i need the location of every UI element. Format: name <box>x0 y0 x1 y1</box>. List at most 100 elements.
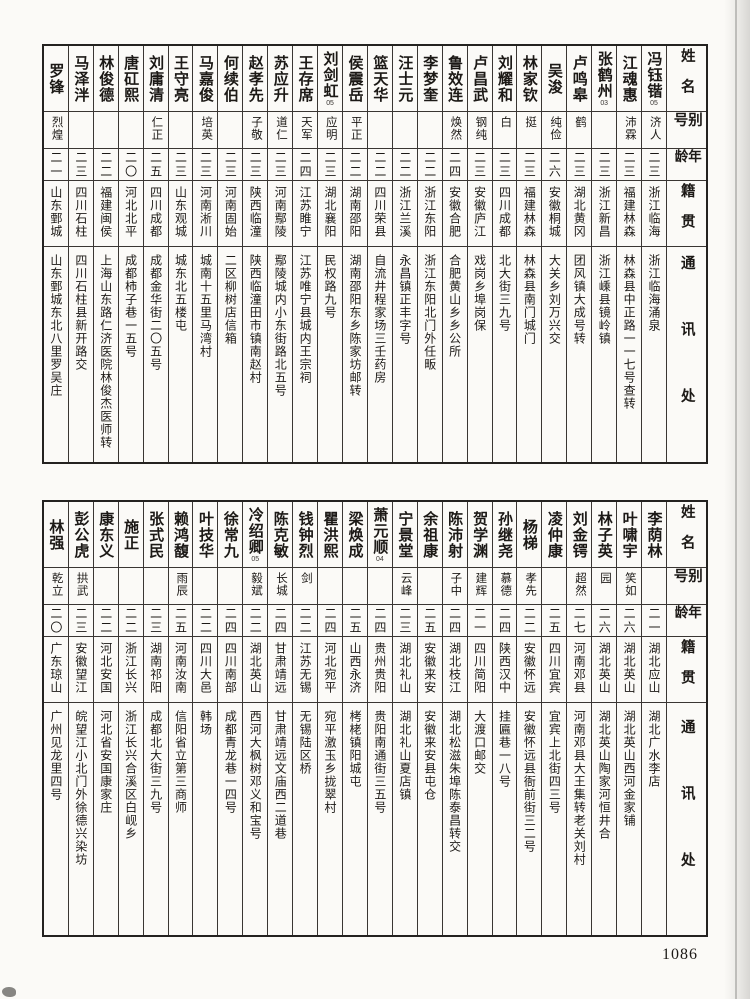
entry-alias: 毅斌 <box>243 568 268 605</box>
entry-alias <box>93 112 118 149</box>
entry-name: 汪士元 <box>392 46 417 112</box>
entry-alias: 子中 <box>442 568 467 605</box>
entry-age: 二四 <box>293 149 318 181</box>
entry-origin: 四川大邑 <box>193 637 218 703</box>
header-age: 年龄 <box>667 605 706 637</box>
header-age: 年龄 <box>667 149 706 181</box>
entry-age: 二六 <box>542 149 567 181</box>
entry-name: 陈沛射 <box>442 502 467 568</box>
entry-origin: 安徽庐江 <box>467 181 492 247</box>
entry-age: 二三 <box>392 605 417 637</box>
entry-address: 城南十五里马湾村 <box>198 254 213 358</box>
entry-age: 二一 <box>642 605 666 637</box>
entry-column: 篮天华 二二 四川荣县 自流井程家场三壬药房 <box>366 46 392 462</box>
entry-alias <box>118 568 143 605</box>
table-header-column: 姓名 别号 年龄 籍贯 通讯处 <box>666 502 706 935</box>
header-name: 姓名 <box>667 502 706 568</box>
header-address: 通讯处 <box>678 254 695 455</box>
entry-age: 二三 <box>68 605 93 637</box>
entry-alias <box>118 112 143 149</box>
entry-address: 合肥黄山乡乡公所 <box>447 254 462 358</box>
entry-name: 苏应升 <box>268 46 293 112</box>
entry-column: 叶啸宇 笑如 二六 湖北英山 湖北英山西河金家铺 <box>616 502 642 935</box>
entry-column: 林强 乾立 二〇 广东琼山 广州见龙里四号 <box>43 502 68 935</box>
entry-address: 河北省安国康家庄 <box>98 710 113 814</box>
table-header-column: 姓名 别号 年龄 籍贯 通讯处 <box>666 46 706 462</box>
entry-column: 冯钰锴05 济人 二三 浙江临海 浙江临海涌泉 <box>641 46 666 462</box>
entry-name: 贺学渊 <box>467 502 492 568</box>
entry-address: 宜宾上北街四三号 <box>547 710 562 814</box>
entry-name: 梁焕成 <box>343 502 367 568</box>
entry-origin: 陕西临潼 <box>243 181 268 247</box>
entry-alias <box>367 568 392 605</box>
entry-origin: 湖北英山 <box>592 637 617 703</box>
entry-age: 二一 <box>43 149 68 181</box>
entry-address: 湖北英山陶家河恒井合 <box>597 710 612 840</box>
scan-edge-line <box>735 0 737 999</box>
entry-address: 浙江临海涌泉 <box>647 254 662 332</box>
entry-origin: 湖北英山 <box>243 637 268 703</box>
header-alias: 别号 <box>667 568 706 605</box>
entry-alias <box>218 568 243 605</box>
entry-name: 萧元顺04 <box>367 502 392 568</box>
page-number: 1086 <box>662 946 698 963</box>
entry-origin: 安徽桐城 <box>542 181 567 247</box>
entry-name: 彭公虎 <box>68 502 93 568</box>
entry-age: 二五 <box>343 605 367 637</box>
entry-note: 03 <box>600 99 609 107</box>
entry-name: 王存席 <box>293 46 318 112</box>
entry-origin: 四川简阳 <box>467 637 492 703</box>
entry-alias <box>318 568 343 605</box>
scan-edge-shadow <box>724 0 750 999</box>
entry-address: 宛平激玉乡拢翠村 <box>323 710 338 814</box>
entry-age: 二二 <box>517 605 542 637</box>
entry-address: 大渡口邮交 <box>472 710 487 775</box>
entry-column: 王存席 天军 二四 江苏睢宁 江苏唯宁县城内王宗祠 <box>292 46 318 462</box>
header-origin: 籍贯 <box>667 181 706 247</box>
entry-address: 成都柿子巷一五号 <box>123 254 138 358</box>
entry-age: 二三 <box>318 149 343 181</box>
entry-column: 贺学渊 建辉 二一 四川简阳 大渡口邮交 <box>466 502 492 935</box>
entry-name: 林子英 <box>592 502 617 568</box>
entry-name: 马嘉俊 <box>193 46 218 112</box>
entry-address: 湖北英山西河金家铺 <box>622 710 637 827</box>
entry-origin: 河南淅川 <box>193 181 218 247</box>
entry-age: 二二 <box>343 149 367 181</box>
entry-origin: 安徽怀远 <box>517 637 542 703</box>
entry-origin: 山东观城 <box>168 181 193 247</box>
entry-alias <box>417 568 442 605</box>
entry-alias: 培英 <box>193 112 218 149</box>
entry-name: 杨梯 <box>517 502 542 568</box>
entry-address: 湖北松滋朱埠陈泰昌转交 <box>447 710 462 853</box>
entry-age: 二二 <box>93 149 118 181</box>
entry-age: 二三 <box>143 605 168 637</box>
entry-column: 唐矼熙 二〇 河北北平 成都柿子巷一五号 <box>117 46 143 462</box>
entry-address: 浙江长兴合溪区白岘乡 <box>123 710 138 840</box>
entry-column: 刘耀和白二三 四川成都 北大街三九号 <box>491 46 517 462</box>
entry-column: 罗锋 烈煌 二一 山东鄄城 山东鄄城东北八里罗吴庄 <box>43 46 68 462</box>
entry-age: 二三 <box>492 149 517 181</box>
entry-origin: 安徽望江 <box>68 637 93 703</box>
entry-age: 二二 <box>293 605 318 637</box>
entry-name: 孙继尧 <box>492 502 517 568</box>
entry-name: 林家钦 <box>517 46 542 112</box>
entry-alias <box>93 568 118 605</box>
entry-column: 钱钟烈剑二二 江苏无锡 无锡陆区桥 <box>292 502 318 935</box>
entry-column: 李荫林 二一 湖北应山 湖北广水李店 <box>641 502 666 935</box>
entry-column: 叶技华 二二 四川大邑 韩场 <box>192 502 218 935</box>
entry-alias: 仁正 <box>143 112 168 149</box>
entry-column: 林子英园二六 湖北英山 湖北英山陶家河恒井合 <box>591 502 617 935</box>
entry-origin: 湖北英山 <box>617 637 642 703</box>
entry-column: 彭公虎 拱武 二三 安徽望江 皖望江小北门外徐德兴染坊 <box>67 502 93 935</box>
entry-age: 二三 <box>68 149 93 181</box>
entry-name: 罗锋 <box>43 46 68 112</box>
entry-column: 林俊德 二二 福建闽侯 上海山东路仁济医院林俊杰医师转 <box>92 46 118 462</box>
entry-name: 林强 <box>43 502 68 568</box>
entry-column: 吴浚 纯俭 二六 安徽桐城 大关乡刘万兴交 <box>541 46 567 462</box>
entry-alias <box>193 568 218 605</box>
entry-origin: 四川南部 <box>218 637 243 703</box>
entry-name: 篮天华 <box>367 46 392 112</box>
entry-alias: 慕德 <box>492 568 517 605</box>
entry-note: 05 <box>251 555 260 563</box>
